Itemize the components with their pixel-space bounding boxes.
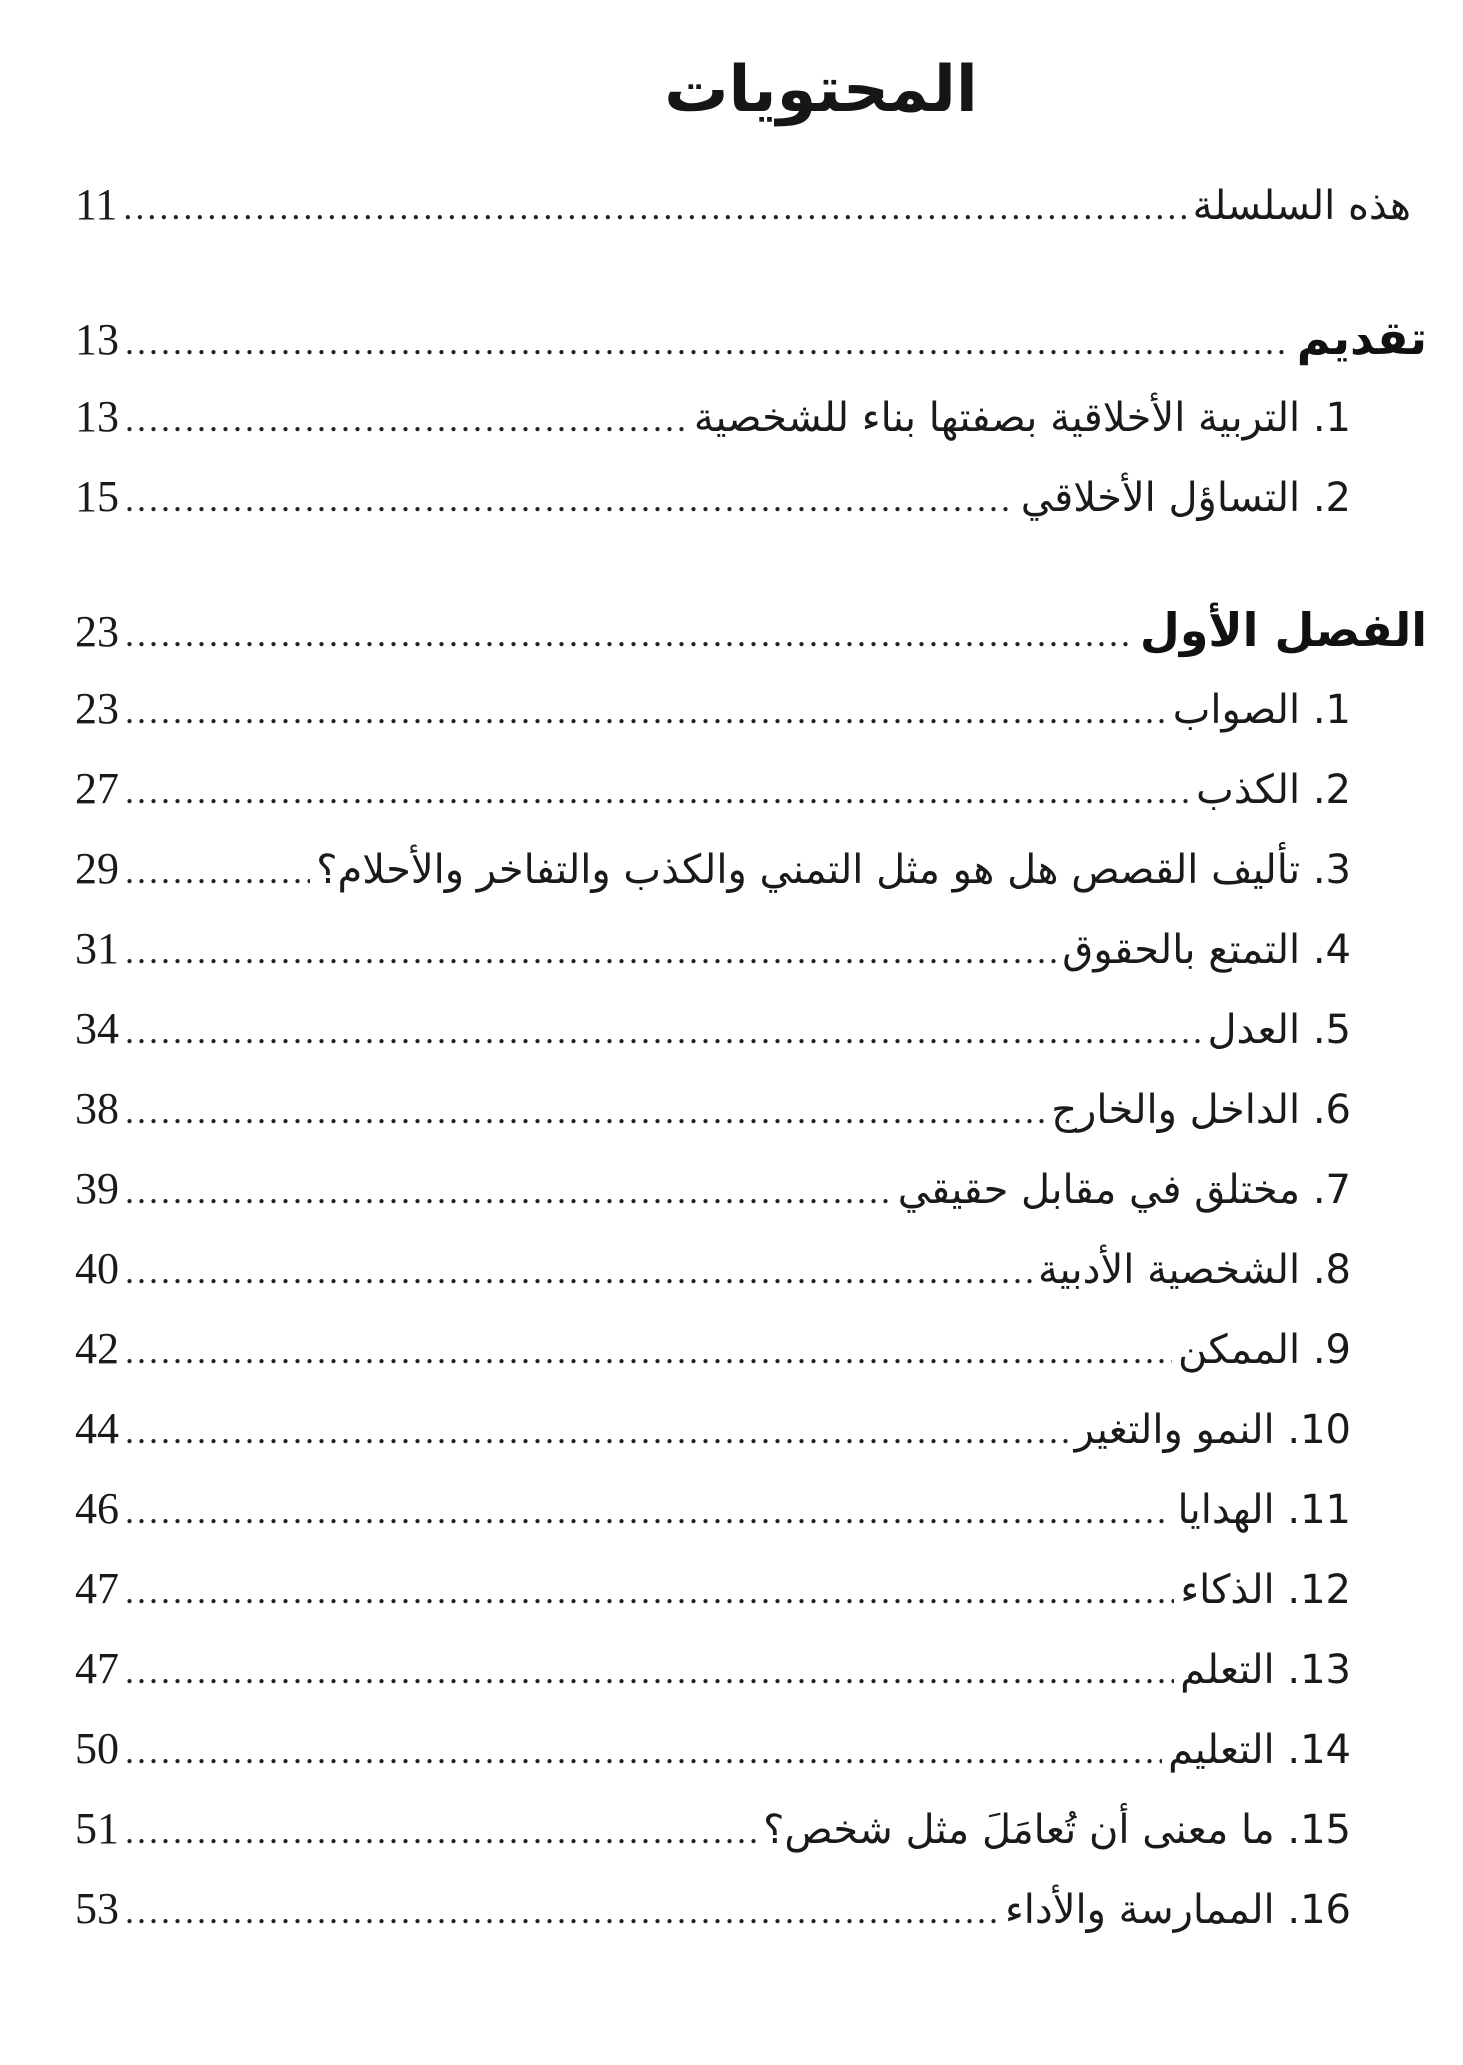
dot-leader xyxy=(123,189,1186,225)
entry-label: 12. الذكاء xyxy=(1180,1566,1351,1613)
toc-entry-row: 1. التربية الأخلاقية بصفتها بناء للشخصية… xyxy=(75,391,1427,475)
entry-page-number: 23 xyxy=(75,606,119,656)
dot-leader xyxy=(125,1733,1162,1769)
entry-label: هذه السلسلة xyxy=(1192,182,1411,229)
dot-leader xyxy=(125,933,1056,969)
entry-page-number: 15 xyxy=(75,471,119,521)
entry-page-number: 13 xyxy=(75,314,119,364)
entry-label: 4. التمتع بالحقوق xyxy=(1062,926,1351,973)
dot-leader xyxy=(125,401,688,437)
entry-label: 8. الشخصية الأدبية xyxy=(1038,1246,1351,1293)
entry-label: تقديم xyxy=(1296,310,1427,365)
dot-leader xyxy=(125,1013,1201,1049)
entry-label: 1. الصواب xyxy=(1172,686,1351,733)
entry-label: 2. الكذب xyxy=(1196,766,1351,813)
dot-leader xyxy=(125,1173,892,1209)
entry-label: 7. مختلق في مقابل حقيقي xyxy=(897,1166,1351,1213)
toc-entry-row: 15. ما معنى أن تُعامَلَ مثل شخص؟ 51 xyxy=(75,1803,1427,1887)
entry-label: 6. الداخل والخارج xyxy=(1051,1086,1351,1133)
entry-page-number: 38 xyxy=(75,1083,119,1133)
entry-page-number: 31 xyxy=(75,923,119,973)
dot-leader xyxy=(125,1573,1174,1609)
toc-entry-row: 6. الداخل والخارج 38 xyxy=(75,1083,1427,1167)
toc-entry-row: 8. الشخصية الأدبية 40 xyxy=(75,1243,1427,1327)
dot-leader xyxy=(125,693,1167,729)
entry-label: 10. النمو والتغير xyxy=(1074,1406,1351,1453)
dot-leader xyxy=(125,481,1015,517)
entry-page-number: 34 xyxy=(75,1003,119,1053)
entry-page-number: 50 xyxy=(75,1723,119,1773)
toc-entry-row: 3. تأليف القصص هل هو مثل التمني والكذب و… xyxy=(75,843,1427,927)
dot-leader xyxy=(125,1093,1045,1129)
entry-label: 3. تأليف القصص هل هو مثل التمني والكذب و… xyxy=(316,846,1351,893)
entry-page-number: 40 xyxy=(75,1243,119,1293)
dot-leader xyxy=(125,1333,1172,1369)
toc-list: هذه السلسلة 11 تقديم 13 1. التربية الأخل… xyxy=(75,179,1427,1967)
dot-leader xyxy=(125,1653,1174,1689)
entry-label: 9. الممكن xyxy=(1178,1326,1351,1373)
toc-entry-row: 2. التساؤل الأخلاقي 15 xyxy=(75,471,1427,555)
entry-label: 5. العدل xyxy=(1207,1006,1351,1053)
toc-entry-row: 10. النمو والتغير 44 xyxy=(75,1403,1427,1487)
entry-page-number: 29 xyxy=(75,843,119,893)
dot-leader xyxy=(125,1253,1032,1289)
dot-leader xyxy=(125,773,1190,809)
toc-entry-row: 16. الممارسة والأداء 53 xyxy=(75,1883,1427,1967)
entry-page-number: 42 xyxy=(75,1323,119,1373)
entry-label: الفصل الأول xyxy=(1139,602,1427,657)
toc-entry-row: 4. التمتع بالحقوق 31 xyxy=(75,923,1427,1007)
toc-entry-row: 11. الهدايا 46 xyxy=(75,1483,1427,1567)
toc-entry-row: 14. التعليم 50 xyxy=(75,1723,1427,1807)
toc-entry-row: 2. الكذب 27 xyxy=(75,763,1427,847)
page-title: المحتويات xyxy=(664,53,978,127)
toc-entry-row: الفصل الأول 23 xyxy=(75,607,1427,687)
entry-label: 11. الهدايا xyxy=(1177,1486,1351,1533)
dot-leader xyxy=(125,1493,1171,1529)
dot-leader xyxy=(125,853,310,889)
entry-page-number: 47 xyxy=(75,1563,119,1613)
entry-page-number: 11 xyxy=(75,179,118,229)
toc-entry-row: 5. العدل 34 xyxy=(75,1003,1427,1087)
dot-leader xyxy=(125,1813,757,1849)
toc-entry-row: 7. مختلق في مقابل حقيقي 39 xyxy=(75,1163,1427,1247)
dot-leader xyxy=(125,324,1291,360)
entry-label: 15. ما معنى أن تُعامَلَ مثل شخص؟ xyxy=(763,1806,1351,1853)
entry-page-number: 13 xyxy=(75,391,119,441)
entry-page-number: 27 xyxy=(75,763,119,813)
entry-page-number: 23 xyxy=(75,683,119,733)
entry-label: 2. التساؤل الأخلاقي xyxy=(1020,474,1351,521)
toc-entry-row: 12. الذكاء 47 xyxy=(75,1563,1427,1647)
entry-label: 1. التربية الأخلاقية بصفتها بناء للشخصية xyxy=(693,394,1351,441)
entry-label: 14. التعليم xyxy=(1168,1726,1351,1773)
entry-page-number: 39 xyxy=(75,1163,119,1213)
entry-page-number: 46 xyxy=(75,1483,119,1533)
entry-label: 13. التعلم xyxy=(1180,1646,1351,1693)
toc-entry-row: 9. الممكن 42 xyxy=(75,1323,1427,1407)
toc-entry-row: 1. الصواب 23 xyxy=(75,683,1427,767)
dot-leader xyxy=(125,616,1134,652)
entry-label: 16. الممارسة والأداء xyxy=(1004,1886,1351,1933)
entry-page-number: 53 xyxy=(75,1883,119,1933)
toc-entry-row: هذه السلسلة 11 xyxy=(75,179,1427,263)
dot-leader xyxy=(125,1893,999,1929)
entry-page-number: 47 xyxy=(75,1643,119,1693)
toc-entry-row: 13. التعلم 47 xyxy=(75,1643,1427,1727)
entry-page-number: 51 xyxy=(75,1803,119,1853)
entry-page-number: 44 xyxy=(75,1403,119,1453)
toc-entry-row: تقديم 13 xyxy=(75,315,1427,395)
dot-leader xyxy=(125,1413,1069,1449)
